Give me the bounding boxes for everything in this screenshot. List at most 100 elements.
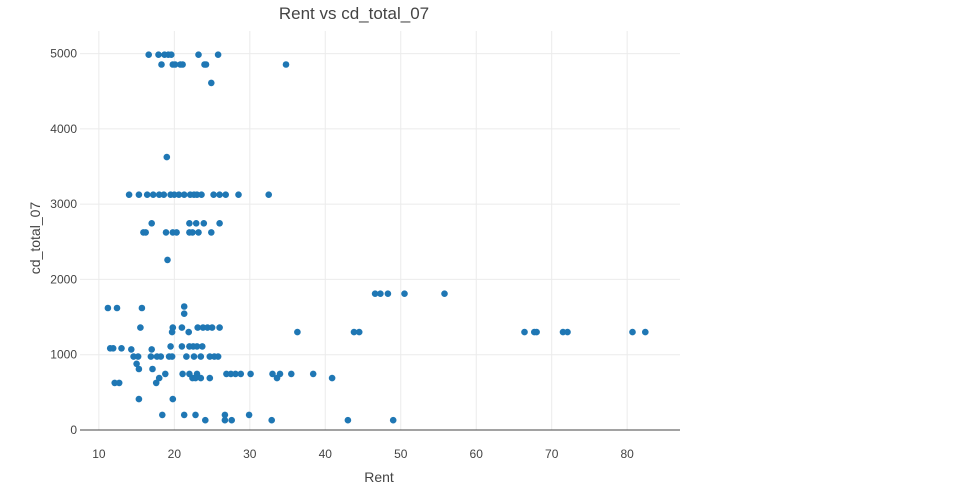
grid-lines [80,31,680,431]
y-tick-label: 5000 [50,47,77,61]
x-axis-title: Rent [364,469,394,485]
data-point [221,416,229,424]
data-point [180,310,188,318]
x-tick-label: 50 [394,447,408,461]
data-point [214,353,222,360]
data-point [164,256,171,264]
data-point [158,61,165,68]
data-point [138,304,146,312]
data-point [185,328,192,336]
data-point [168,51,175,58]
data-point [564,328,571,336]
data-point [282,61,290,68]
data-point [180,191,188,198]
data-point [104,304,112,312]
data-point [135,365,143,373]
data-point [216,220,223,227]
y-tick-label: 2000 [50,272,77,286]
data-point [197,374,205,382]
data-point [173,229,180,236]
data-point [227,370,235,378]
data-point [355,328,363,336]
x-tick-label: 80 [620,447,634,461]
data-point [190,353,198,360]
data-point [371,290,379,298]
data-point [221,411,229,419]
data-point [642,328,649,336]
data-point [232,370,239,378]
data-point [155,374,163,382]
data-point [179,370,186,378]
data-point [159,411,166,419]
data-point [389,416,397,424]
data-point [152,379,160,387]
data-point [216,191,223,198]
data-point [142,229,149,236]
data-point [125,191,133,198]
data-point [180,303,188,310]
x-tick-label: 40 [319,447,333,461]
data-point [186,220,193,227]
data-point [178,343,186,350]
data-point [162,229,170,236]
data-point [206,374,214,382]
x-axis-ticks: 10 20 30 40 50 60 70 80 [92,447,634,461]
chart-title: Rent vs cd_total_07 [279,4,429,23]
data-point [189,229,196,236]
x-tick-label: 20 [168,447,182,461]
y-axis-ticks: 0 1000 2000 3000 4000 5000 [50,47,77,437]
data-point [441,290,448,298]
data-point [135,191,143,198]
data-point [168,353,176,360]
data-point [198,191,205,198]
data-point [162,370,169,378]
data-point [113,304,121,312]
data-point [160,191,168,198]
data-point [199,343,206,350]
data-point [195,51,202,58]
data-point [521,328,528,336]
y-tick-label: 4000 [50,122,77,136]
data-point [328,374,336,382]
data-point [183,353,190,360]
x-tick-label: 30 [243,447,257,461]
data-point [265,191,273,198]
x-tick-label: 70 [545,447,559,461]
data-point [401,290,408,298]
x-tick-label: 60 [470,447,484,461]
data-point [202,61,210,68]
data-point [235,191,242,198]
data-point [247,370,254,378]
data-point [171,191,178,198]
data-point [288,370,295,378]
data-point [134,353,142,360]
data-point [178,324,186,331]
data-point [202,416,209,424]
data-point [147,353,155,360]
data-point [208,324,216,331]
data-point [169,395,177,403]
data-point [155,191,163,198]
data-point [216,324,223,331]
data-point [145,51,152,58]
data-point [163,153,171,161]
data-point [133,360,140,368]
data-point [193,343,201,350]
data-points [104,51,649,424]
data-point [294,328,301,336]
data-point [208,79,215,87]
y-tick-label: 0 [70,423,77,437]
data-point [148,346,155,353]
data-point [195,229,202,236]
data-point [269,370,276,378]
data-point [155,51,162,58]
data-point [179,61,186,68]
data-point [309,370,317,378]
data-point [533,328,540,336]
data-point [214,51,222,58]
y-tick-label: 1000 [50,348,77,362]
data-point [175,191,183,198]
data-point [194,324,201,331]
data-point [157,353,165,360]
